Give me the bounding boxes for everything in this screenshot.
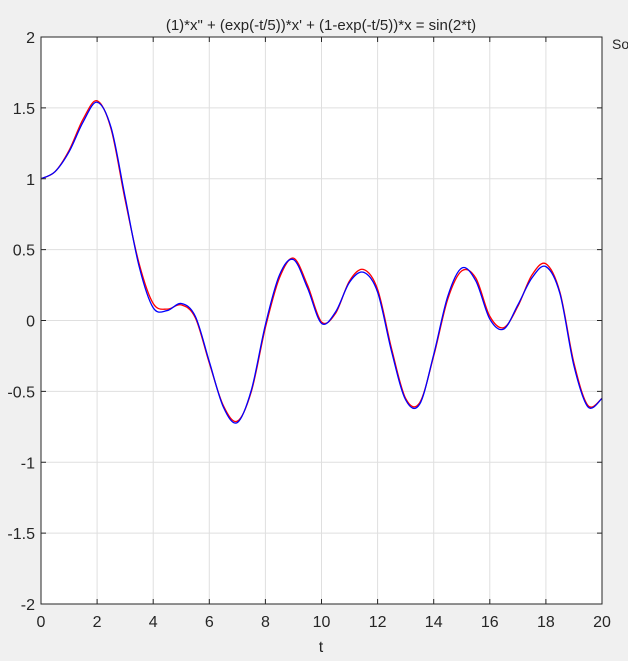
y-tick-label: -1 (21, 455, 35, 472)
x-axis-ticks: 0 2 4 6 8 10 12 14 16 18 20 (37, 37, 611, 631)
chart-title: (1)*x" + (exp(-t/5))*x' + (1-exp(-t/5))*… (166, 17, 476, 34)
series-line-2 (40, 101, 603, 424)
legend-text: So (612, 36, 628, 52)
x-tick-label: 14 (425, 614, 443, 631)
x-tick-label: 4 (149, 614, 158, 631)
x-tick-label: 6 (205, 614, 214, 631)
y-tick-label: 1 (26, 172, 35, 189)
x-tick-label: 0 (37, 614, 46, 631)
y-tick-label: 1.5 (13, 101, 35, 118)
y-tick-label: -1.5 (7, 526, 35, 543)
y-tick-label: -2 (21, 597, 35, 614)
x-axis-label: t (319, 639, 324, 656)
y-tick-label: 2 (26, 30, 35, 47)
y-tick-label: -0.5 (7, 384, 35, 401)
y-tick-label: 0.5 (13, 243, 35, 260)
x-tick-label: 12 (369, 614, 387, 631)
y-axis-ticks: -2 -1.5 -1 -0.5 0 0.5 1 1.5 2 (7, 30, 602, 614)
x-tick-label: 20 (593, 614, 611, 631)
x-tick-label: 2 (93, 614, 102, 631)
x-tick-label: 16 (481, 614, 499, 631)
y-tick-label: 0 (26, 314, 35, 331)
x-tick-label: 8 (261, 614, 270, 631)
x-tick-label: 18 (537, 614, 555, 631)
plot-lines (40, 100, 603, 424)
x-tick-label: 10 (313, 614, 331, 631)
